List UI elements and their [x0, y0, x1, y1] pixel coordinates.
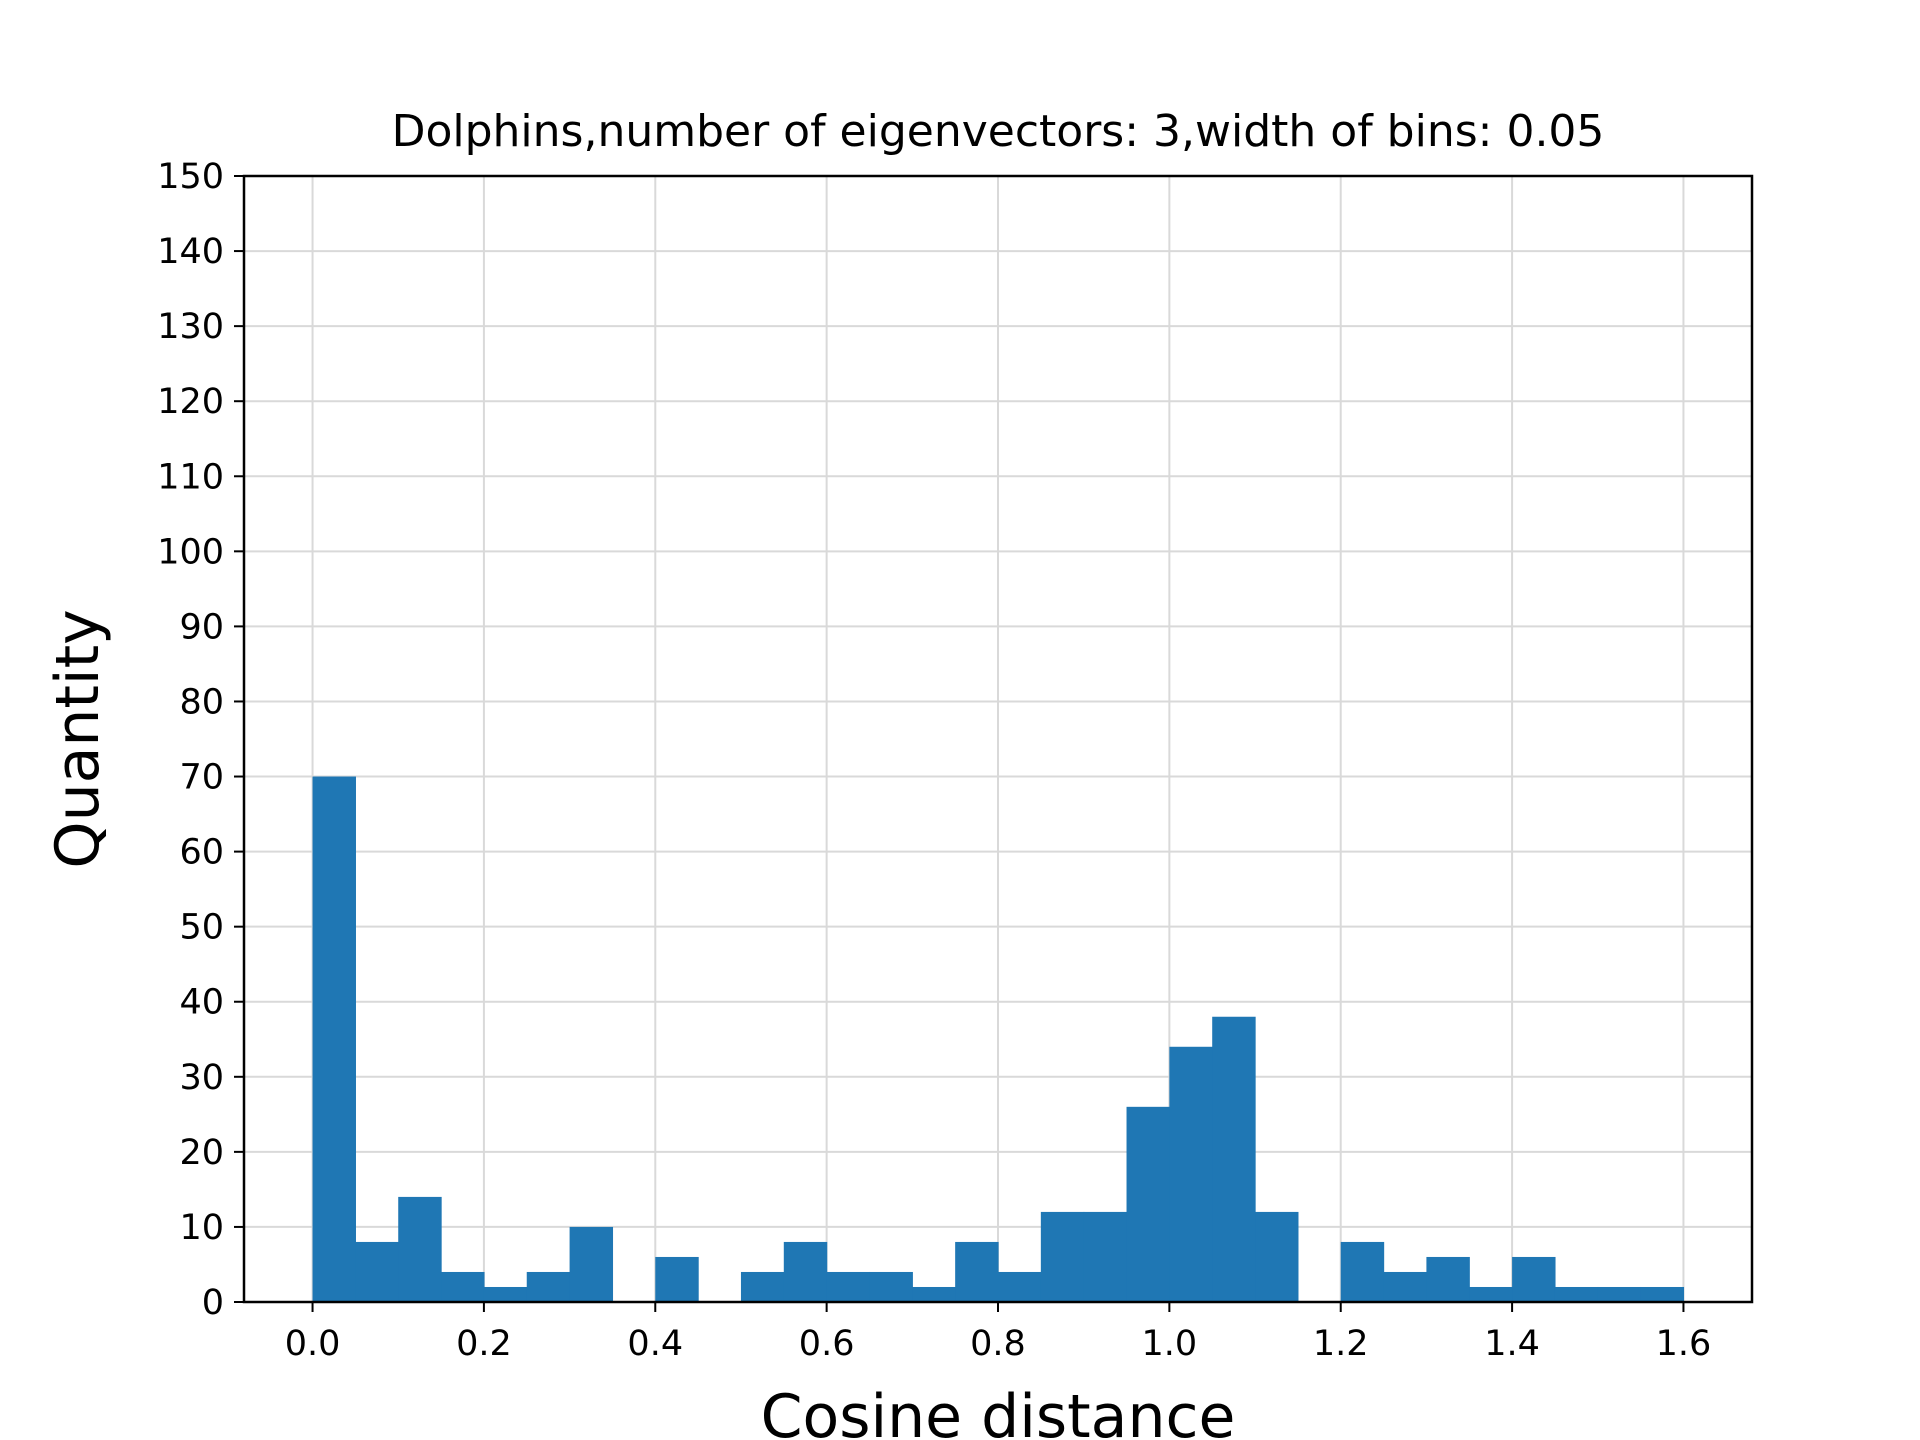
histogram-bar: [783, 1241, 828, 1302]
histogram-bar: [1126, 1106, 1170, 1302]
y-tick-label: 90: [179, 607, 224, 647]
histogram-bar: [955, 1241, 999, 1302]
histogram-bar: [1340, 1241, 1385, 1302]
y-tick-label: 150: [157, 157, 224, 197]
x-tick-label: 0.0: [285, 1324, 341, 1364]
y-tick-label: 70: [179, 758, 224, 798]
y-tick-label: 40: [179, 983, 224, 1023]
y-tick-label: 50: [179, 908, 224, 948]
histogram-bar: [483, 1286, 528, 1302]
histogram-bar: [398, 1196, 442, 1302]
x-tick-label: 1.0: [1142, 1324, 1198, 1364]
y-tick-label: 10: [179, 1208, 224, 1248]
x-tick-label: 0.8: [970, 1324, 1026, 1364]
x-tick-label: 0.4: [627, 1324, 683, 1364]
histogram-bar: [526, 1271, 571, 1302]
histogram-bar: [740, 1271, 785, 1302]
histogram-bar: [869, 1271, 913, 1302]
y-tick-label: 60: [179, 833, 224, 873]
histogram-bar: [1640, 1286, 1685, 1302]
histogram-bar: [1255, 1211, 1299, 1302]
histogram-bar: [1212, 1016, 1256, 1302]
histogram-bar: [355, 1241, 399, 1302]
x-axis-label: Cosine distance: [761, 1382, 1236, 1440]
histogram-bar: [1469, 1286, 1513, 1302]
y-tick-label: 0: [202, 1283, 224, 1323]
x-tick-label: 0.2: [456, 1324, 512, 1364]
y-tick-label: 120: [157, 382, 224, 422]
histogram-bar: [1512, 1256, 1556, 1302]
y-tick-label: 30: [179, 1058, 224, 1098]
histogram-bar: [441, 1271, 485, 1302]
histogram-bars: [312, 776, 1685, 1302]
histogram-bar: [912, 1286, 956, 1302]
histogram-bar: [569, 1226, 614, 1302]
y-axis-label: Quantity: [43, 609, 113, 868]
histogram-bar: [312, 776, 356, 1302]
y-tick-label: 20: [179, 1133, 224, 1173]
histogram-bar: [1426, 1256, 1470, 1302]
histogram-bar: [1554, 1286, 1599, 1302]
x-tick-label: 1.4: [1484, 1324, 1540, 1364]
histogram-bar: [826, 1271, 871, 1302]
x-tick-label: 1.2: [1313, 1324, 1369, 1364]
histogram-bar: [998, 1271, 1042, 1302]
histogram-bar: [1040, 1211, 1085, 1302]
y-tick-label: 100: [157, 532, 224, 572]
x-tick-label: 1.6: [1656, 1324, 1712, 1364]
x-axis-ticks: 0.0 0.2 0.4 0.6 0.8 1.0 1.2 1.4 1.6: [285, 1302, 1712, 1364]
histogram-bar: [655, 1256, 699, 1302]
histogram-bar: [1083, 1211, 1128, 1302]
y-tick-label: 140: [157, 232, 224, 272]
histogram-bar: [1597, 1286, 1642, 1302]
chart-title: Dolphins,number of eigenvectors: 3,width…: [392, 106, 1605, 157]
y-tick-label: 110: [157, 457, 224, 497]
histogram-bar: [1383, 1271, 1428, 1302]
x-tick-label: 0.6: [799, 1324, 855, 1364]
histogram-bar: [1169, 1046, 1213, 1302]
y-tick-label: 80: [179, 682, 224, 722]
y-axis-ticks: 0 10 20 30 40 50 60 70 80 90 100 110 120 130 140 150: [157, 157, 244, 1323]
y-tick-label: 130: [157, 307, 224, 347]
